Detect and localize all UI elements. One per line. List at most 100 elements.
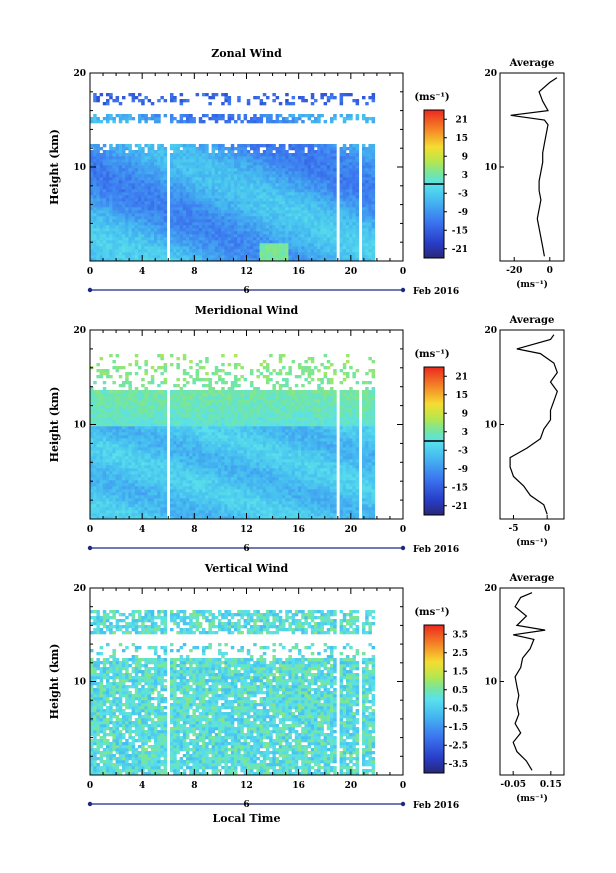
heatmap-cell [154,228,158,232]
heatmap-cell [253,228,257,232]
heatmap-cell [246,189,251,193]
heatmap-cell [173,492,177,496]
heatmap-cell [182,231,187,235]
heatmap-cell [144,222,148,226]
heatmap-cell [224,237,228,241]
heatmap-cell [173,414,177,418]
heatmap-cell [160,471,164,475]
heatmap-cell [138,153,142,157]
heatmap-cell [157,408,161,412]
heatmap-cell [150,102,155,106]
heatmap-cell [176,165,180,169]
heatmap-cell [182,489,187,493]
heatmap-cell [115,153,120,157]
heatmap-cell [298,240,302,244]
heatmap-cell [368,117,372,121]
heatmap-cell [115,513,120,517]
heatmap-cell [99,474,104,478]
heatmap-cell [109,96,113,100]
heatmap-cell [90,396,94,400]
heatmap-cell [349,225,353,229]
heatmap-cell [259,174,264,178]
heatmap-cell [339,219,344,223]
heatmap-cell [96,153,100,157]
heatmap-cell [365,252,369,256]
heatmap-cell [230,222,235,226]
heatmap-cell [227,213,232,217]
heatmap-cell [294,204,299,208]
heatmap-cell [106,195,110,199]
heatmap-cell [147,246,152,250]
heatmap-cell [320,204,324,208]
heatmap-cell [102,447,107,451]
heatmap-cell [173,168,177,172]
heatmap-cell [266,219,270,223]
heatmap-cell [291,159,296,163]
heatmap-cell [131,420,136,424]
heatmap-cell [349,114,353,118]
heatmap-cell [131,411,136,415]
heatmap-cell [128,114,132,118]
heatmap-cell [298,180,302,184]
heatmap-cell [150,465,155,469]
heatmap-cell [256,219,260,223]
heatmap-cell [243,201,248,205]
heatmap-cell [330,240,334,244]
heatmap-cell [99,480,104,484]
heatmap-cell [202,255,206,259]
heatmap-cell [173,147,177,151]
x-tick-label: 0 [87,267,93,277]
heatmap-cell [362,207,366,211]
heatmap-cell [125,372,129,376]
heatmap-cell [221,159,225,163]
heatmap-cell [106,513,110,517]
heatmap-cell [224,240,228,244]
heatmap-cell [112,504,116,508]
heatmap-cell [240,159,244,163]
heatmap-cell [211,147,216,151]
heatmap-cell [326,171,331,175]
heatmap-cell [234,162,238,166]
heatmap-cell [301,114,305,118]
heatmap-cell [141,99,145,103]
heatmap-cell [122,117,126,121]
heatmap-cell [301,180,305,184]
heatmap-cell [150,243,155,247]
heatmap-cell [106,465,110,469]
heatmap-cell [195,192,200,196]
heatmap-cell [144,498,148,502]
heatmap-cell [246,246,251,250]
heatmap-cell [99,504,104,508]
heatmap-cell [154,438,158,442]
heatmap-cell [314,201,318,205]
heatmap-cell [115,258,120,262]
heatmap-cell [99,405,104,409]
heatmap-cell [157,165,161,169]
heatmap-cell [253,252,257,256]
heatmap-cell [93,174,97,178]
heatmap-cell [262,258,267,262]
heatmap-cell [115,507,120,511]
heatmap-cell [144,216,148,220]
heatmap-cell [170,408,174,412]
heatmap-cell [176,186,180,190]
heatmap-cell [240,189,244,193]
heatmap-cell [323,183,328,187]
heatmap-cell [147,441,152,445]
heatmap-cell [237,114,241,118]
heatmap-cell [333,153,337,157]
heatmap-cell [342,216,347,220]
heatmap-cell [250,198,254,202]
heatmap-cell [115,459,120,463]
heatmap-cell [362,168,366,172]
heatmap-cell [294,180,299,184]
heatmap-cell [282,171,286,175]
heatmap-cell [282,216,286,220]
heatmap-cell [362,162,366,166]
heatmap-cell [131,246,136,250]
heatmap-cell [234,171,238,175]
heatmap-cell [134,213,139,217]
heatmap-cell [272,201,276,205]
heatmap-cell [298,186,302,190]
heatmap-cell [198,171,203,175]
